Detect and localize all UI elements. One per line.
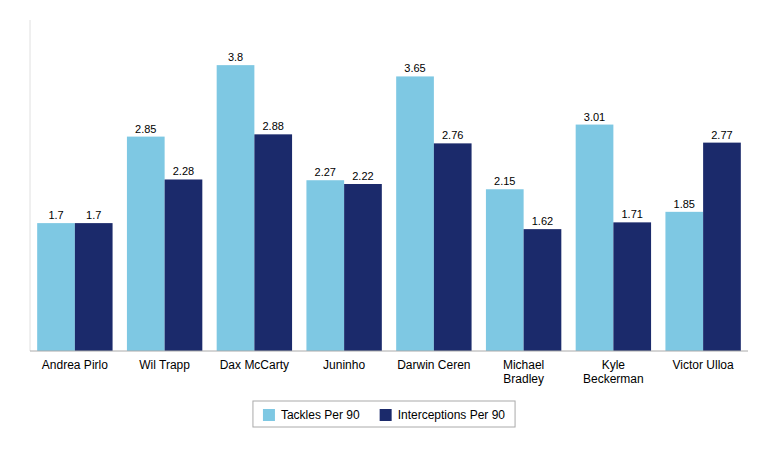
bar	[344, 184, 382, 351]
legend: Tackles Per 90 Interceptions Per 90	[253, 401, 515, 427]
x-tick-label: Andrea Pirlo	[42, 358, 108, 372]
data-label: 3.8	[228, 51, 243, 63]
data-label: 1.7	[86, 209, 101, 221]
bar	[37, 223, 75, 351]
chart: 1.7 2.85 3.8 2.27 3.65 2.15 3.01 1.85 1.7 2.28 2.8…	[0, 0, 768, 451]
bar	[217, 65, 255, 351]
bar	[254, 134, 292, 351]
chart-container: 1.7 2.85 3.8 2.27 3.65 2.15 3.01 1.85 1.7 2.28 2.8…	[0, 0, 768, 451]
bar	[306, 180, 344, 351]
bar	[665, 212, 703, 351]
legend-swatch	[263, 409, 275, 421]
y-axis-line	[30, 20, 31, 351]
x-tick-label: Juninho	[323, 358, 365, 372]
data-label: 2.88	[263, 120, 284, 132]
bar	[613, 222, 651, 351]
bar	[486, 189, 524, 351]
data-label: 1.62	[532, 215, 553, 227]
data-label: 2.77	[711, 129, 732, 141]
bar	[127, 137, 165, 351]
data-label: 2.76	[442, 129, 463, 141]
bar	[524, 229, 562, 351]
data-labels: 1.7 2.85 3.8 2.27 3.65 2.15 3.01 1.85 1.7 2.28 2.8…	[48, 51, 732, 227]
data-label: 3.65	[404, 62, 425, 74]
bar	[75, 223, 113, 351]
x-tick-label: Wil Trapp	[139, 358, 190, 372]
bar	[165, 179, 203, 351]
x-tick-label: Victor Ulloa	[673, 358, 734, 372]
legend-frame	[253, 401, 515, 427]
bar	[576, 125, 614, 351]
data-label: 2.22	[352, 170, 373, 182]
data-label: 3.01	[584, 111, 605, 123]
data-label: 1.7	[48, 209, 63, 221]
data-label: 2.85	[135, 123, 156, 135]
bar	[396, 76, 434, 351]
legend-swatch	[380, 409, 392, 421]
data-label: 1.71	[622, 208, 643, 220]
data-label: 2.27	[315, 166, 336, 178]
legend-label: Tackles Per 90	[281, 408, 360, 422]
legend-label: Interceptions Per 90	[398, 408, 506, 422]
x-tick-label: MichaelBradley	[503, 358, 544, 386]
bars	[37, 65, 741, 351]
data-label: 2.15	[494, 175, 515, 187]
x-tick-label: Darwin Ceren	[397, 358, 470, 372]
x-tick-label: KyleBeckerman	[583, 358, 644, 386]
data-label: 1.85	[674, 198, 695, 210]
x-tick-labels: Andrea Pirlo Wil Trapp Dax McCarty Juninho D…	[42, 358, 734, 386]
x-tick-label: Dax McCarty	[220, 358, 289, 372]
x-axis-line	[30, 351, 748, 352]
data-label: 2.28	[173, 165, 194, 177]
bar	[434, 143, 472, 351]
bar	[703, 143, 741, 351]
